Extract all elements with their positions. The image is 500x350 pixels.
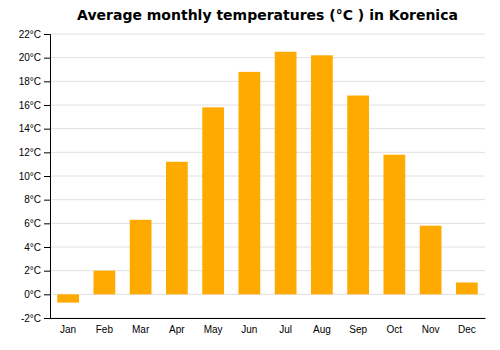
- grid-line: [50, 176, 485, 177]
- x-tick-label: May: [204, 324, 223, 335]
- bar: [311, 55, 333, 294]
- y-tick: 4°C: [24, 242, 50, 253]
- y-tick: 22°C: [19, 29, 50, 40]
- x-tick: Apr: [169, 324, 185, 335]
- y-tick-label: 0°C: [24, 289, 41, 300]
- y-tick-mark: [44, 271, 50, 272]
- y-tick-mark: [44, 247, 50, 248]
- x-tick: Mar: [132, 324, 150, 335]
- bars: [57, 52, 478, 303]
- grid-line: [50, 199, 485, 200]
- y-tick-label: 12°C: [19, 147, 41, 158]
- y-tick-label: 22°C: [19, 29, 41, 40]
- bar: [239, 72, 261, 294]
- y-tick: 8°C: [24, 194, 50, 205]
- y-tick-mark: [44, 34, 50, 35]
- bar: [420, 226, 442, 295]
- y-tick-mark: [44, 176, 50, 177]
- bar: [347, 96, 369, 295]
- grid-line: [50, 57, 485, 58]
- y-tick-mark: [44, 200, 50, 201]
- y-tick: 2°C: [24, 265, 50, 276]
- y-tick: 6°C: [24, 218, 50, 229]
- grid-line: [50, 318, 485, 319]
- grid: [50, 34, 485, 318]
- x-tick-label: Jun: [241, 324, 257, 335]
- y-tick-mark: [44, 129, 50, 130]
- x-tick: Dec: [458, 324, 476, 335]
- x-tick-label: Sep: [349, 324, 367, 335]
- title: Average monthly temperatures (°C ) in Ko…: [77, 7, 458, 23]
- x-tick-label: Oct: [387, 324, 403, 335]
- y-tick-mark: [44, 58, 50, 59]
- y-tick-label: 8°C: [24, 194, 41, 205]
- y-tick-label: 4°C: [24, 242, 41, 253]
- bar: [166, 162, 188, 295]
- x-tick-label: Dec: [458, 324, 476, 335]
- y-tick-label: 18°C: [19, 76, 41, 87]
- y-tick: 10°C: [19, 171, 50, 182]
- y-tick-mark: [44, 318, 50, 319]
- y-tick-mark: [44, 294, 50, 295]
- x-tick: Feb: [96, 324, 114, 335]
- grid-line: [50, 81, 485, 82]
- grid-line: [50, 34, 485, 35]
- x-tick-label: Mar: [132, 324, 150, 335]
- x-tick: Nov: [422, 324, 440, 335]
- bar: [384, 155, 406, 295]
- chart: -2°C 0°C 2°C 4°C 6°C 8°C 10°C 12°C 14°C 16°C 18°C 2…: [0, 0, 500, 350]
- x-tick: Jul: [279, 324, 292, 335]
- y-tick: 18°C: [19, 76, 50, 87]
- grid-line: [50, 128, 485, 129]
- grid-line: [50, 152, 485, 153]
- grid-line: [50, 105, 485, 106]
- y-tick: -2°C: [21, 313, 50, 324]
- y-tick-label: 2°C: [24, 265, 41, 276]
- y-tick-label: 16°C: [19, 100, 41, 111]
- bar: [202, 107, 224, 294]
- x-tick-label: Aug: [313, 324, 331, 335]
- y-tick: 16°C: [19, 100, 50, 111]
- y-tick-mark: [44, 81, 50, 82]
- y-tick-label: -2°C: [21, 313, 41, 324]
- x-tick-label: Apr: [169, 324, 185, 335]
- y-tick-label: 14°C: [19, 123, 41, 134]
- x-axis-line: [51, 318, 486, 319]
- x-tick: Jun: [241, 324, 257, 335]
- x-tick-label: Jul: [279, 324, 292, 335]
- y-tick-label: 6°C: [24, 218, 41, 229]
- x-tick: May: [204, 324, 223, 335]
- x-tick: Oct: [387, 324, 403, 335]
- x-tick-label: Feb: [96, 324, 114, 335]
- bar: [275, 52, 297, 295]
- x-tick: Sep: [349, 324, 367, 335]
- y-tick: 20°C: [19, 52, 50, 63]
- x-tick-label: Jan: [60, 324, 76, 335]
- y-tick-label: 20°C: [19, 52, 41, 63]
- plot: -2°C 0°C 2°C 4°C 6°C 8°C 10°C 12°C 14°C 16°C 18°C 2…: [19, 29, 486, 335]
- x-tick: Jan: [60, 324, 76, 335]
- bar: [57, 294, 79, 302]
- x-tick: Aug: [313, 324, 331, 335]
- bar: [94, 271, 116, 295]
- y-axis: -2°C 0°C 2°C 4°C 6°C 8°C 10°C 12°C 14°C 16°C 18°C 2…: [19, 29, 51, 324]
- x-tick-label: Nov: [422, 324, 440, 335]
- y-tick-mark: [44, 223, 50, 224]
- y-tick: 0°C: [24, 289, 50, 300]
- bar: [456, 283, 478, 295]
- bar: [130, 220, 152, 295]
- y-tick-label: 10°C: [19, 171, 41, 182]
- y-tick: 12°C: [19, 147, 50, 158]
- grid-line: [50, 223, 485, 224]
- y-axis-line: [44, 35, 51, 319]
- x-axis: Jan Feb Mar Apr May Jun Jul Aug Sep Oct Nov Dec: [51, 319, 486, 336]
- y-tick-mark: [44, 152, 50, 153]
- y-tick-mark: [44, 105, 50, 106]
- y-tick: 14°C: [19, 123, 50, 134]
